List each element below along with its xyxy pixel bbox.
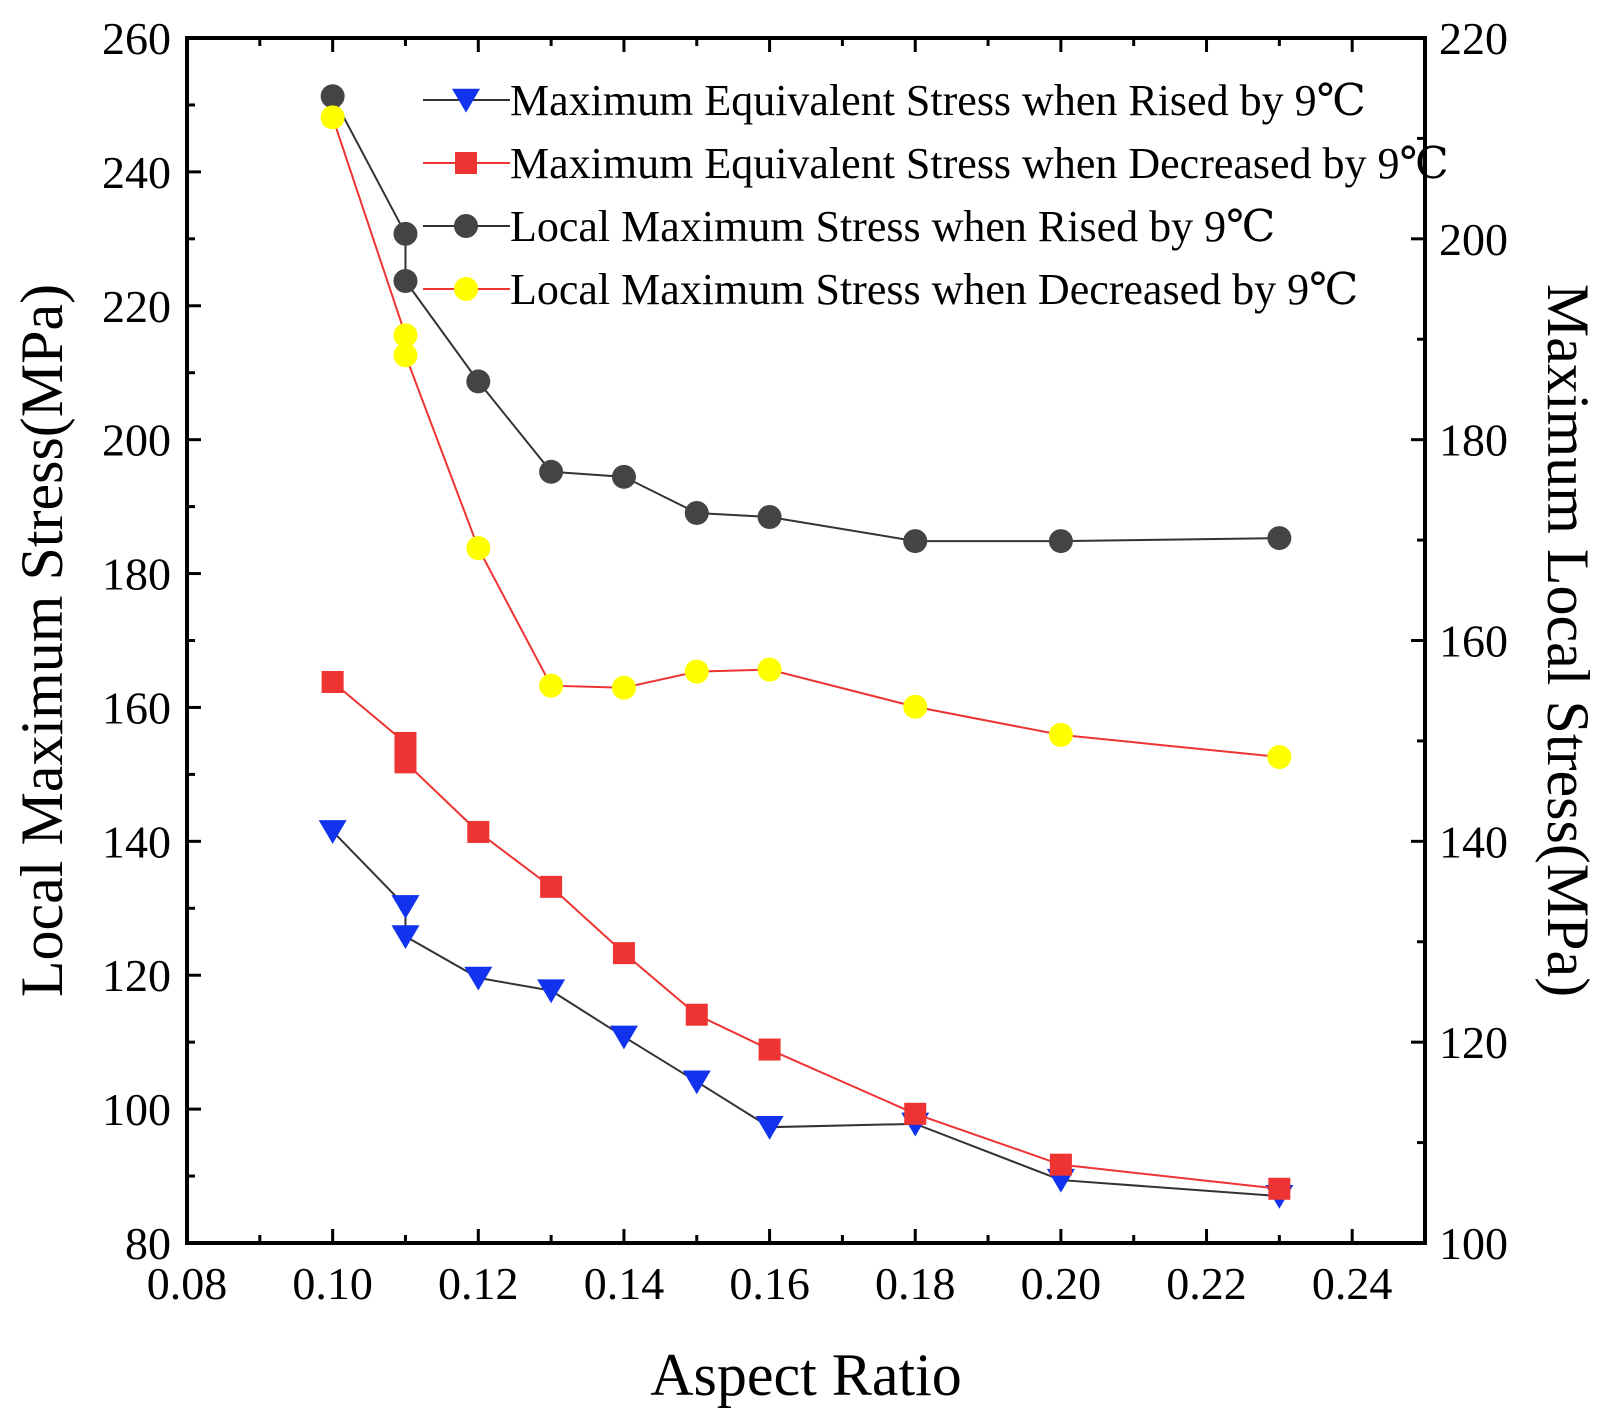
x-tick-label: 0.08	[147, 1258, 228, 1309]
legend: Maximum Equivalent Stress when Rised by …	[423, 76, 1449, 314]
data-point-circle	[320, 84, 345, 109]
data-point-square	[685, 1003, 708, 1026]
left-y-tick-label: 200	[102, 415, 171, 466]
series-3	[320, 84, 1292, 554]
data-point-circle	[393, 323, 418, 348]
data-point-triangle-down	[318, 820, 347, 844]
x-tick-label: 0.14	[584, 1258, 665, 1309]
data-point-circle	[1048, 722, 1073, 747]
data-point-triangle-down	[391, 925, 420, 949]
series-4	[320, 105, 1292, 769]
data-point-triangle-down	[682, 1070, 711, 1095]
data-point-circle	[539, 459, 564, 484]
left-y-tick-label: 160	[102, 682, 171, 733]
x-tick-label: 0.20	[1021, 1258, 1102, 1309]
data-point-circle	[757, 504, 782, 529]
right-y-tick-label: 100	[1439, 1218, 1508, 1269]
right-y-tick-label: 140	[1439, 816, 1508, 867]
left-y-tick-label: 220	[102, 281, 171, 332]
data-point-circle	[684, 500, 709, 525]
data-point-square	[758, 1038, 781, 1061]
left-y-tick-label: 120	[102, 950, 171, 1001]
x-tick-label: 0.18	[875, 1258, 956, 1309]
x-tick-label: 0.10	[292, 1258, 373, 1309]
data-point-circle	[684, 659, 709, 684]
right-y-tick-label: 180	[1439, 415, 1508, 466]
series-line	[332, 681, 1280, 1190]
legend-entry: Maximum Equivalent Stress when Decreased…	[423, 139, 1449, 188]
data-point-triangle-down	[537, 979, 566, 1004]
data-point-circle	[903, 529, 928, 554]
data-point-square	[612, 942, 635, 965]
data-point-triangle-down	[609, 1025, 638, 1050]
x-tick-label: 0.16	[729, 1258, 810, 1309]
right-y-tick-label: 220	[1439, 13, 1508, 64]
x-tick-label: 0.12	[438, 1258, 519, 1309]
data-point-circle	[539, 673, 564, 698]
data-point-square	[321, 671, 344, 694]
data-point-triangle-down	[464, 966, 493, 991]
left-y-tick-label: 80	[125, 1218, 171, 1269]
series-1	[318, 820, 1294, 1209]
data-point-square	[394, 731, 417, 754]
legend-marker-shape	[452, 88, 480, 113]
axis-ticks	[185, 36, 1425, 1245]
legend-entry: Local Maximum Stress when Rised by 9℃	[423, 202, 1275, 251]
legend-circle-marker	[454, 277, 478, 301]
data-point-circle	[466, 536, 491, 561]
data-point-circle	[1048, 529, 1073, 554]
data-point-circle	[1267, 744, 1292, 769]
left-y-axis-title: Local Maximum Stress(MPa)	[9, 284, 75, 997]
left-y-tick-label: 180	[102, 549, 171, 600]
data-point-circle	[611, 675, 636, 700]
data-point-circle	[393, 221, 418, 246]
right-y-axis-title: Maximum Local Stress(MPa)	[1535, 284, 1601, 997]
left-y-tick-label: 140	[102, 816, 171, 867]
legend-label: Maximum Equivalent Stress when Rised by …	[510, 76, 1366, 125]
right-y-tick-label: 120	[1439, 1017, 1508, 1068]
data-point-triangle-down	[755, 1115, 784, 1140]
x-axis-title: Aspect Ratio	[650, 1342, 962, 1408]
data-point-circle	[393, 343, 418, 368]
data-point-circle	[757, 657, 782, 682]
right-y-tick-label: 200	[1439, 214, 1508, 265]
series-2	[321, 671, 1291, 1200]
series-line	[331, 830, 1280, 1198]
axis-tick-labels: 0.08 0.10 0.12 0.14 0.16 0.18 0.20 0.22 0.24 80 10…	[102, 13, 1508, 1309]
data-point-square	[1049, 1153, 1072, 1176]
x-tick-label: 0.24	[1312, 1258, 1393, 1309]
legend-label: Local Maximum Stress when Decreased by 9…	[510, 265, 1358, 314]
data-point-circle	[466, 369, 491, 394]
data-point-circle	[611, 464, 636, 489]
legend-triangle-marker	[452, 88, 480, 113]
x-tick-label: 0.22	[1166, 1258, 1247, 1309]
legend-entry: Local Maximum Stress when Decreased by 9…	[423, 265, 1358, 314]
data-point-triangle-down	[391, 895, 420, 919]
data-point-circle	[320, 105, 345, 130]
legend-marker-shape	[454, 214, 478, 238]
legend-label: Local Maximum Stress when Rised by 9℃	[510, 202, 1275, 251]
plot-series-layer	[318, 84, 1294, 1209]
legend-circle-marker	[454, 214, 478, 238]
data-point-square	[1268, 1177, 1291, 1200]
legend-square-marker	[455, 152, 477, 174]
left-y-tick-label: 260	[102, 13, 171, 64]
data-point-circle	[393, 269, 418, 294]
data-point-square	[467, 820, 490, 843]
right-y-tick-label: 160	[1439, 616, 1508, 667]
legend-marker-shape	[455, 152, 477, 174]
left-y-tick-label: 100	[102, 1084, 171, 1135]
data-point-square	[904, 1102, 927, 1125]
left-y-tick-label: 240	[102, 147, 171, 198]
data-point-circle	[903, 694, 928, 719]
data-point-square	[394, 751, 417, 774]
legend-entry: Maximum Equivalent Stress when Rised by …	[423, 76, 1366, 125]
data-point-circle	[1267, 526, 1292, 551]
legend-marker-shape	[454, 277, 478, 301]
data-point-square	[540, 875, 563, 898]
legend-label: Maximum Equivalent Stress when Decreased…	[510, 139, 1449, 188]
